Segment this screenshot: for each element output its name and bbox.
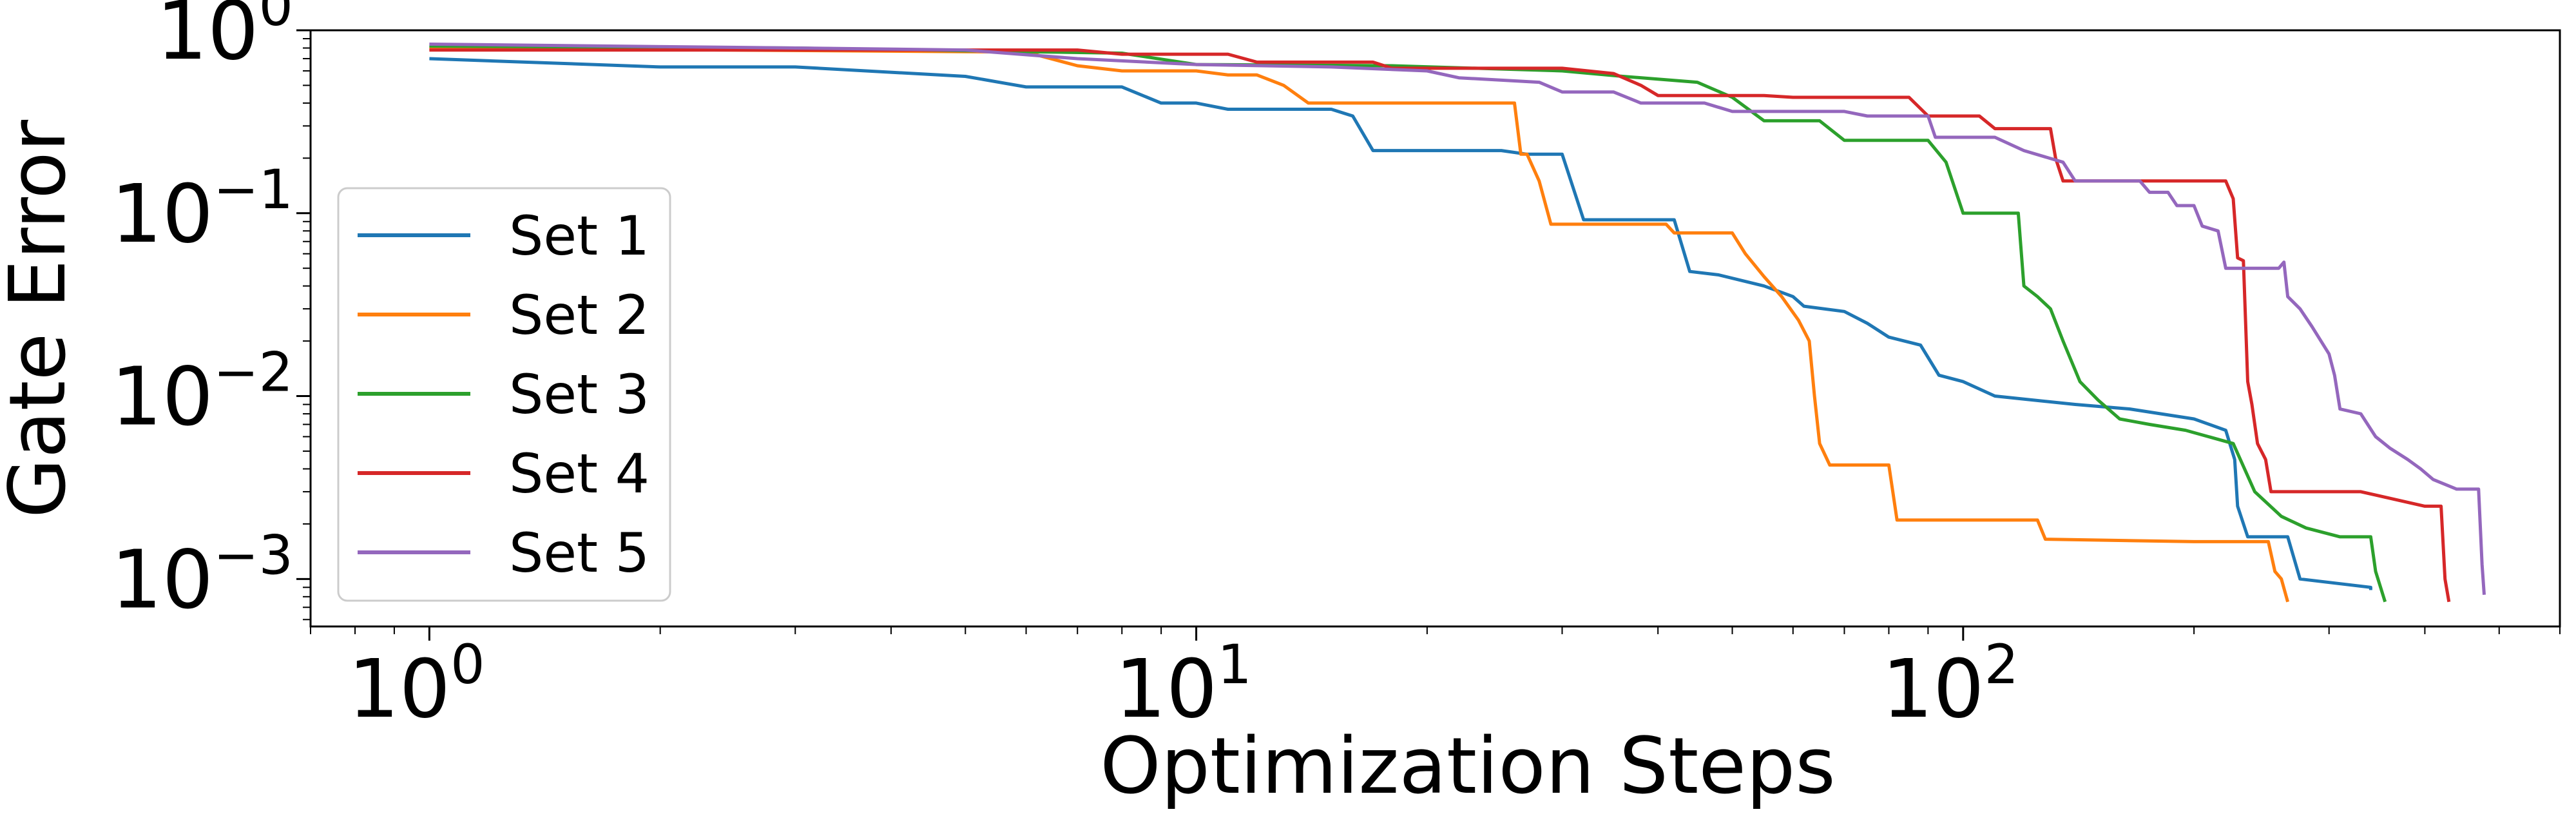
y-tick-base: 10 bbox=[111, 533, 213, 626]
series-line-5 bbox=[429, 43, 2486, 595]
series-line-4 bbox=[429, 48, 2451, 603]
y-tick-exp: −1 bbox=[213, 158, 293, 221]
y-tick-base: 10 bbox=[111, 351, 213, 444]
x-tick-base: 10 bbox=[1882, 643, 1985, 736]
legend-label-2: Set 2 bbox=[509, 284, 649, 347]
legend-label-5: Set 5 bbox=[509, 521, 649, 585]
x-tick-base: 10 bbox=[1115, 643, 1217, 736]
x-tick-base: 10 bbox=[348, 643, 450, 736]
series-line-1 bbox=[429, 57, 2372, 590]
x-tick-label: 101 bbox=[1115, 633, 1252, 736]
legend-label-4: Set 4 bbox=[509, 442, 649, 505]
y-tick-base: 10 bbox=[156, 0, 258, 78]
y-tick-exp: −2 bbox=[213, 341, 293, 404]
x-tick-exp: 1 bbox=[1217, 633, 1251, 696]
series-line-3 bbox=[429, 44, 2387, 603]
plot-frame bbox=[309, 29, 2561, 628]
series-layer bbox=[429, 43, 2486, 603]
y-tick-label: 10−1 bbox=[111, 158, 293, 261]
y-axis-label: Gate Error bbox=[0, 119, 83, 518]
legend-label-3: Set 3 bbox=[509, 363, 649, 426]
legend-label-1: Set 1 bbox=[509, 204, 649, 267]
y-tick-exp: −3 bbox=[213, 523, 293, 587]
y-tick-base: 10 bbox=[111, 168, 213, 261]
y-tick-exp: 0 bbox=[259, 0, 293, 38]
legend: Set 1 Set 2 Set 3 Set 4 Set 5 bbox=[337, 187, 671, 602]
series-line-2 bbox=[429, 46, 2290, 603]
x-tick-exp: 0 bbox=[450, 633, 485, 696]
x-tick-label: 100 bbox=[348, 633, 485, 736]
x-tick-exp: 2 bbox=[1985, 633, 2019, 696]
x-tick-label: 102 bbox=[1882, 633, 2019, 736]
x-axis-label: Optimization Steps bbox=[1100, 722, 1836, 811]
y-tick-label: 10−2 bbox=[111, 341, 293, 444]
y-tick-label: 10−3 bbox=[111, 523, 293, 626]
legend-box bbox=[337, 187, 671, 602]
y-tick-label: 100 bbox=[156, 0, 293, 78]
